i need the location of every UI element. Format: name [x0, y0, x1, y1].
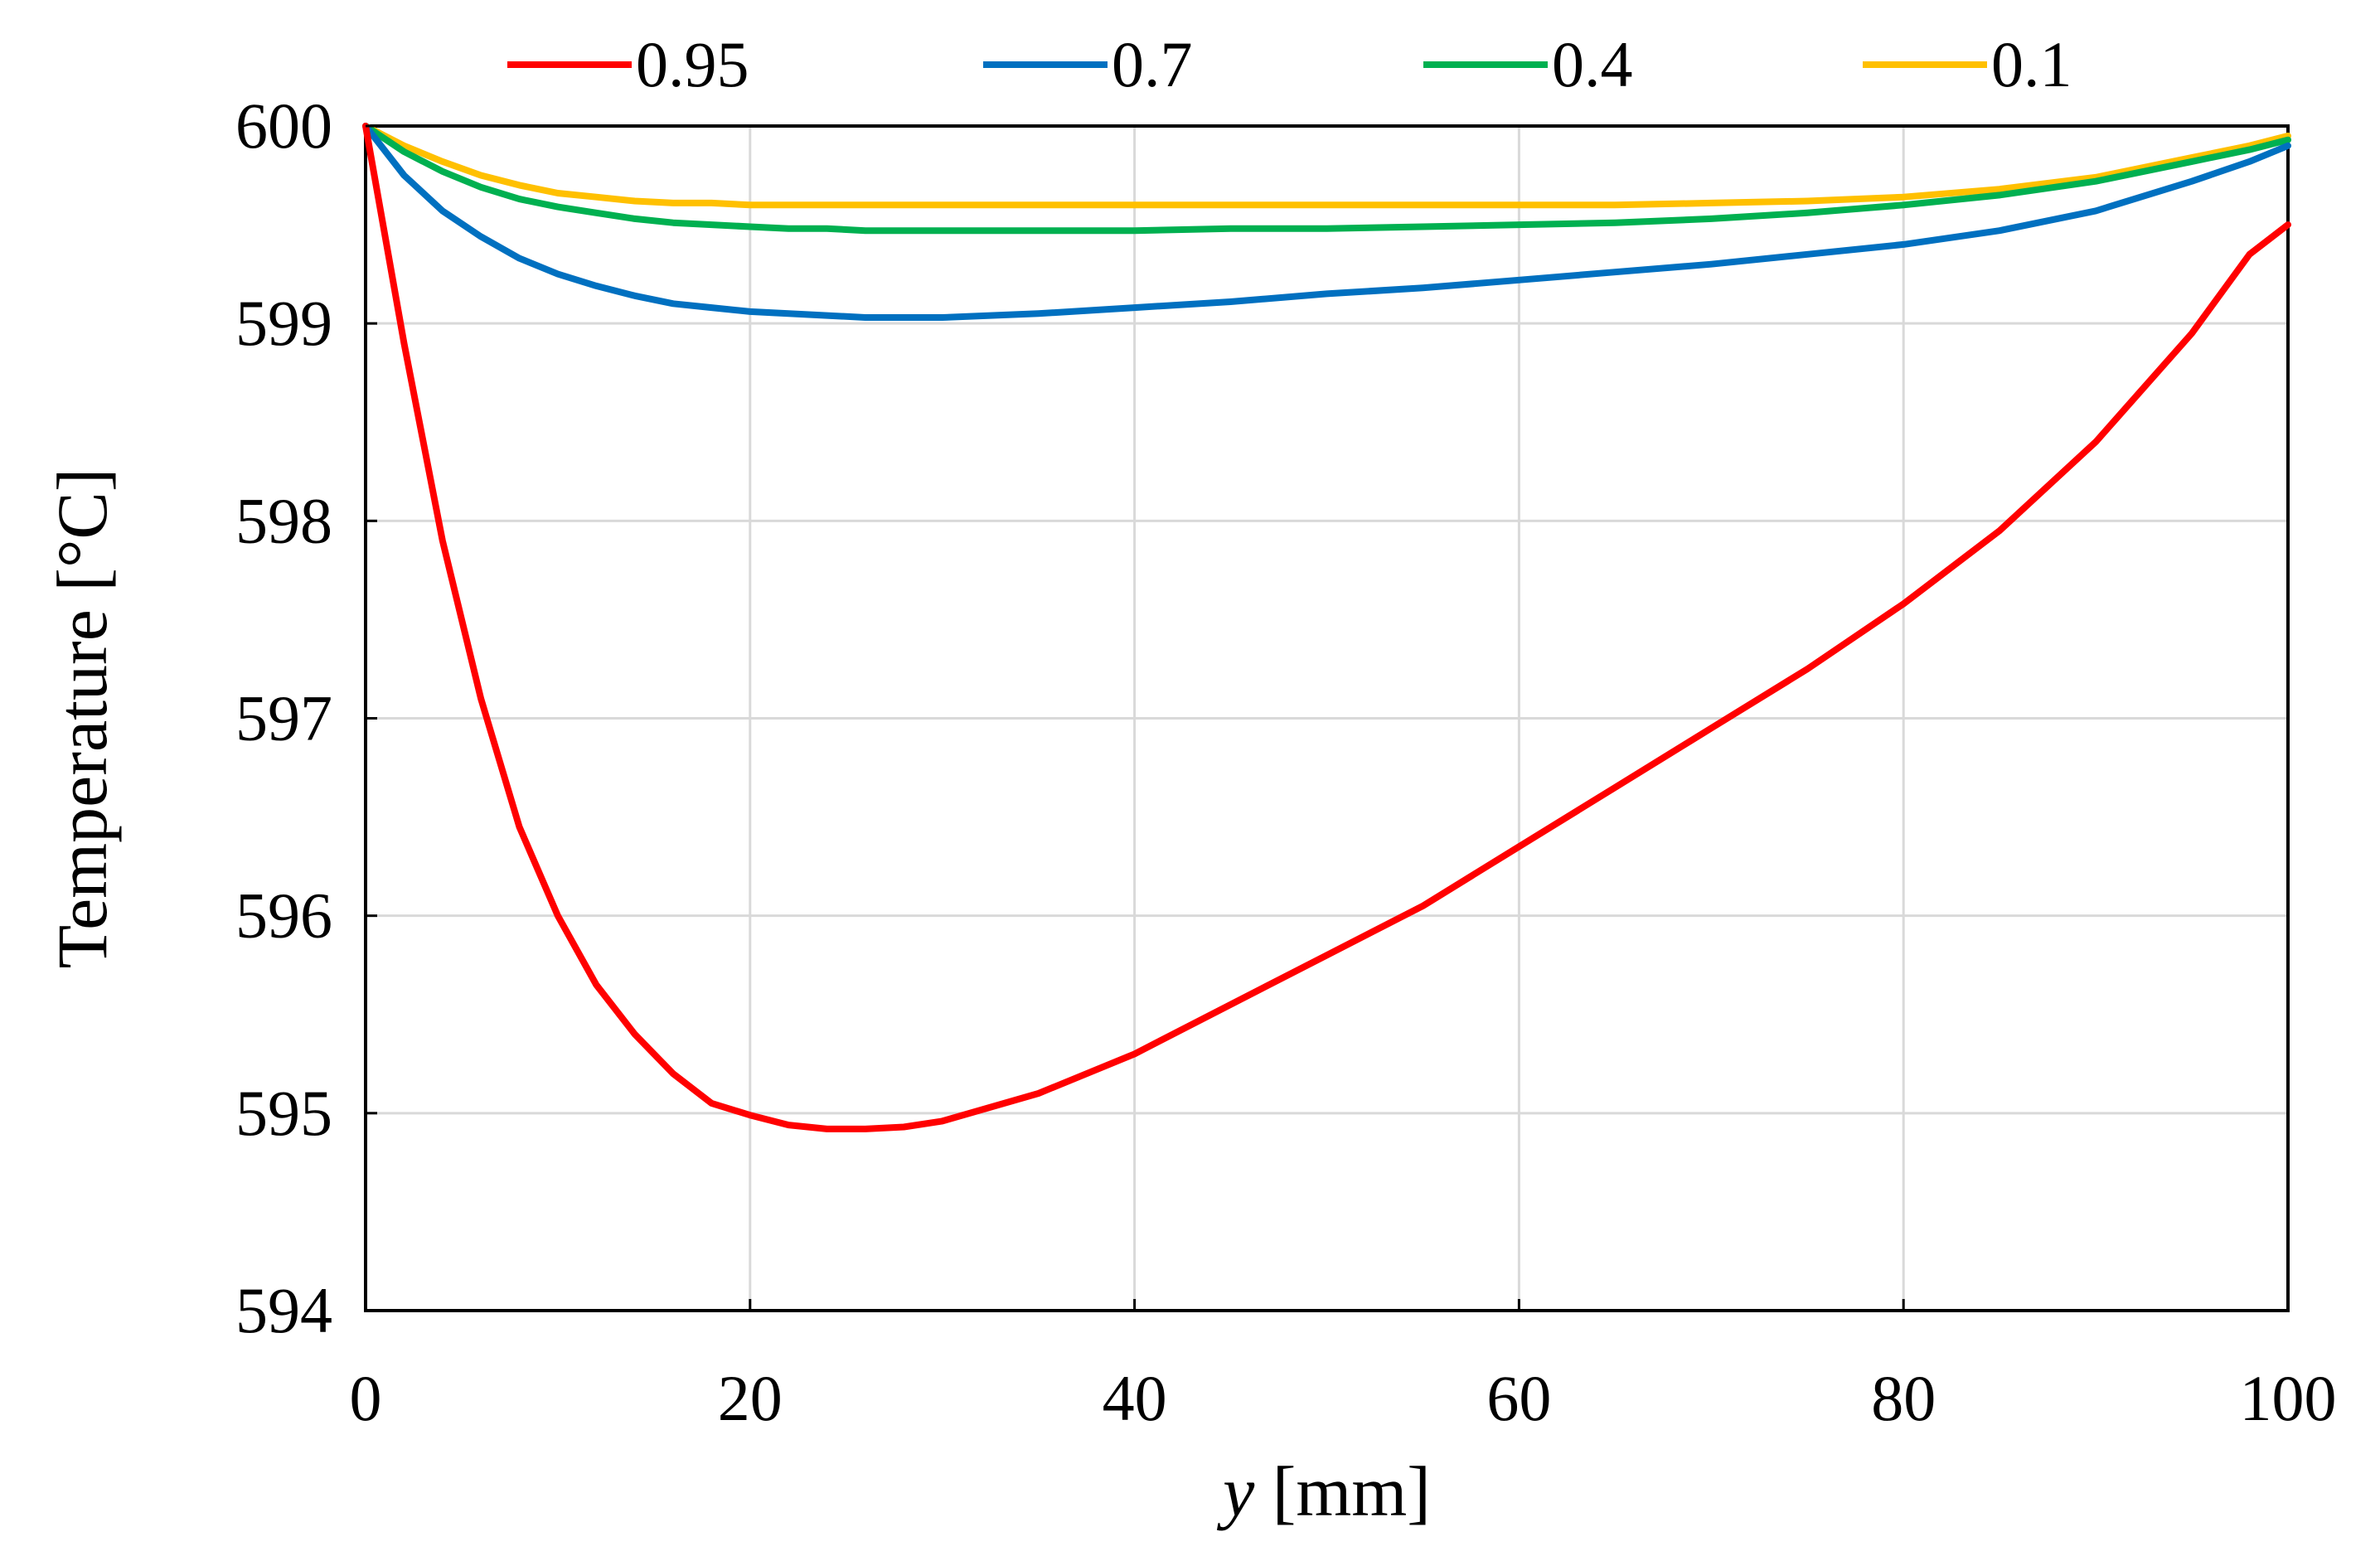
series-line-0.1	[362, 123, 2291, 209]
y-tick-label-2: 596	[235, 880, 332, 952]
gridlines	[364, 124, 2290, 1312]
x-tick-label-0: 0	[350, 1362, 382, 1434]
y-tick-label-0: 594	[235, 1274, 332, 1346]
y-tick-label-6: 600	[235, 90, 332, 162]
y-tick-label-1: 595	[235, 1077, 332, 1149]
legend: 0.95 0.7 0.4 0.1	[507, 28, 2072, 100]
x-tick-label-1: 20	[718, 1362, 783, 1434]
y-axis-ticks: 594 595 596 597 598 599 600	[235, 90, 377, 1346]
x-tick-label-2: 40	[1103, 1362, 1167, 1434]
legend-label-0.1: 0.1	[1991, 28, 2072, 100]
legend-label-0.95: 0.95	[636, 28, 749, 100]
x-tick-label-5: 100	[2240, 1362, 2337, 1434]
x-axis-ticks: 0 20 40 60 80 100	[350, 1299, 2337, 1434]
series-line-0.4	[362, 123, 2291, 235]
x-axis-variable: y	[1216, 1452, 1255, 1531]
series-line-0.95	[362, 123, 2291, 1132]
x-axis-title: y [mm]	[1216, 1452, 1431, 1531]
x-tick-label-3: 60	[1486, 1362, 1551, 1434]
legend-label-0.4: 0.4	[1552, 28, 1633, 100]
y-tick-label-3: 597	[235, 682, 332, 754]
series-group	[362, 123, 2291, 1132]
legend-label-0.7: 0.7	[1112, 28, 1193, 100]
series-line-0.7	[362, 123, 2291, 321]
y-axis-title: Temperature [°C]	[42, 468, 122, 969]
x-axis-unit: [mm]	[1254, 1452, 1431, 1531]
y-tick-label-4: 598	[235, 484, 332, 556]
x-tick-label-4: 80	[1871, 1362, 1936, 1434]
y-tick-label-5: 599	[235, 287, 332, 359]
